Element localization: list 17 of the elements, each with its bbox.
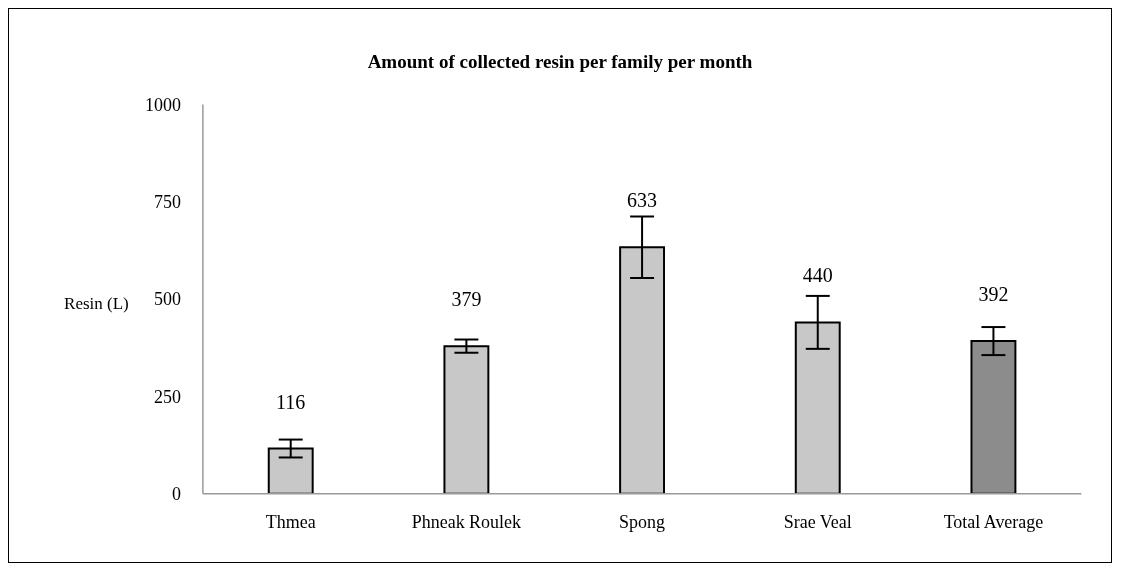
data-label: 633 (626, 189, 657, 212)
x-tick-label: Srae Veal (783, 512, 852, 533)
data-label: 440 (802, 264, 833, 287)
x-tick-label: Thmea (265, 512, 316, 533)
y-tick-label: 500 (153, 289, 181, 310)
x-tick-label: Spong (618, 512, 665, 533)
data-label: 392 (978, 283, 1009, 306)
x-tick-label: Total Average (943, 512, 1044, 533)
x-tick-label: Phneak Roulek (411, 512, 521, 533)
chart-title: Amount of collected resin per family per month (366, 51, 754, 74)
y-tick-label: 1000 (144, 94, 181, 115)
data-label: 116 (275, 390, 306, 413)
y-tick-label: 250 (153, 386, 181, 407)
data-label: 379 (451, 288, 482, 311)
y-axis-title: Resin (L) (63, 294, 130, 314)
y-tick-label: 750 (153, 192, 181, 213)
y-tick-label: 0 (171, 484, 181, 505)
